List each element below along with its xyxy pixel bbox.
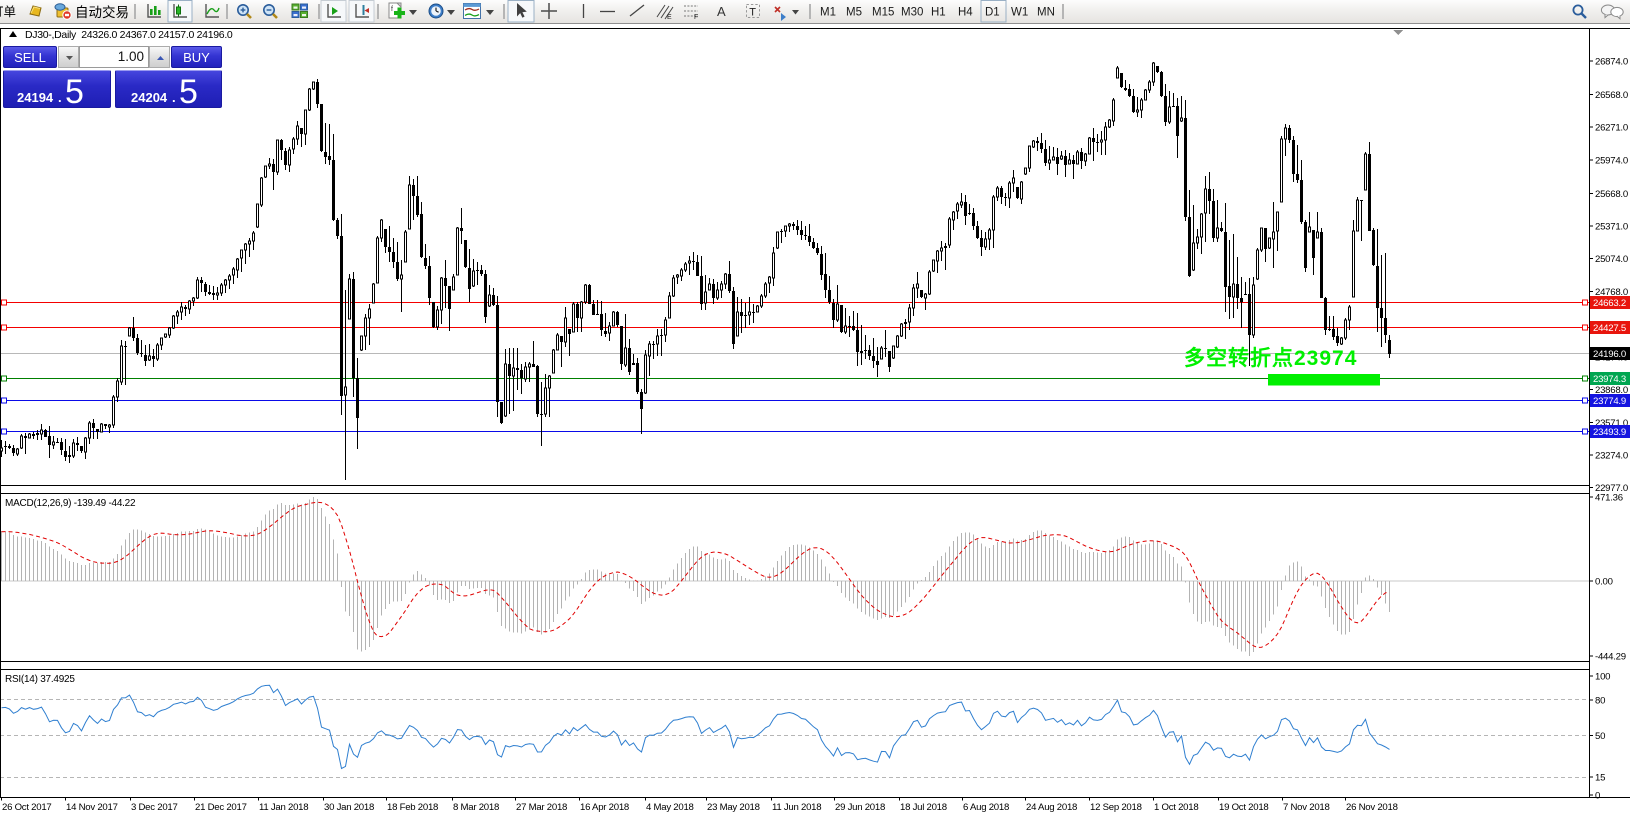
svg-text:7 Nov 2018: 7 Nov 2018 [1283,802,1330,813]
svg-text:26271.0: 26271.0 [1595,123,1628,134]
svg-text:25074.0: 25074.0 [1595,254,1628,265]
svg-text:M1: M1 [820,7,836,19]
svg-text:23 May 2018: 23 May 2018 [707,802,760,813]
svg-text:0.00: 0.00 [1595,577,1613,588]
svg-text:MN: MN [1037,7,1055,19]
svg-text:24196.0: 24196.0 [1593,349,1626,360]
svg-text:19 Oct 2018: 19 Oct 2018 [1219,802,1269,813]
svg-text:24194: 24194 [17,90,54,105]
svg-text:23274.0: 23274.0 [1595,451,1628,462]
svg-text:23774.9: 23774.9 [1593,396,1626,407]
svg-text:3 Dec 2017: 3 Dec 2017 [131,802,178,813]
svg-text:5: 5 [179,73,198,107]
svg-text:多空转折点23974: 多空转折点23974 [1184,346,1357,370]
svg-text:24427.5: 24427.5 [1593,323,1626,334]
svg-text:25974.0: 25974.0 [1595,156,1628,167]
svg-text:22977.0: 22977.0 [1595,483,1628,494]
svg-text:订单: 订单 [0,5,16,19]
svg-text:50: 50 [1595,731,1605,742]
svg-text:A: A [717,4,726,19]
svg-text:1 Oct 2018: 1 Oct 2018 [1154,802,1198,813]
svg-text:24663.2: 24663.2 [1593,298,1626,309]
svg-text:471.36: 471.36 [1595,493,1623,504]
svg-text:24 Aug 2018: 24 Aug 2018 [1026,802,1077,813]
svg-text:5: 5 [65,73,84,107]
svg-text:100: 100 [1595,672,1610,683]
svg-text:30 Jan 2018: 30 Jan 2018 [324,802,374,813]
svg-text:23974.3: 23974.3 [1593,374,1626,385]
svg-text:12 Sep 2018: 12 Sep 2018 [1090,802,1142,813]
svg-text:11 Jan 2018: 11 Jan 2018 [259,802,308,813]
svg-text:24768.0: 24768.0 [1595,287,1628,298]
svg-text:RSI(14) 37.4925: RSI(14) 37.4925 [5,674,75,685]
svg-text:M5: M5 [846,7,862,19]
svg-text:M30: M30 [901,7,923,19]
svg-text:23868.0: 23868.0 [1595,385,1628,396]
svg-text:6 Aug 2018: 6 Aug 2018 [963,802,1009,813]
svg-text:-444.29: -444.29 [1595,652,1626,663]
svg-text:26874.0: 26874.0 [1595,57,1628,68]
svg-text:18 Jul 2018: 18 Jul 2018 [900,802,947,813]
svg-text:F: F [694,14,698,21]
svg-text:26 Nov 2018: 26 Nov 2018 [1346,802,1398,813]
svg-text:27 Mar 2018: 27 Mar 2018 [516,802,567,813]
svg-text:25371.0: 25371.0 [1595,222,1628,233]
svg-text:0: 0 [1595,791,1600,802]
svg-text:23493.9: 23493.9 [1593,427,1626,438]
svg-text:11 Jun 2018: 11 Jun 2018 [772,802,821,813]
svg-text:16 Apr 2018: 16 Apr 2018 [580,802,629,813]
svg-text:H1: H1 [931,7,946,19]
svg-text:23571.0: 23571.0 [1595,418,1628,429]
svg-text:29 Jun 2018: 29 Jun 2018 [835,802,885,813]
svg-text:25668.0: 25668.0 [1595,189,1628,200]
svg-text:26 Oct 2017: 26 Oct 2017 [2,802,52,813]
svg-text:自动交易: 自动交易 [75,4,129,20]
svg-text:H4: H4 [958,7,973,19]
svg-text:E: E [667,14,672,21]
svg-text:21 Dec 2017: 21 Dec 2017 [195,802,247,813]
svg-text:15: 15 [1595,773,1605,784]
svg-text:4 May 2018: 4 May 2018 [646,802,694,813]
svg-text:24204: 24204 [131,90,168,105]
svg-text:T: T [749,7,756,19]
svg-text:MACD(12,26,9) -139.49 -44.22: MACD(12,26,9) -139.49 -44.22 [5,498,136,509]
svg-text:f: f [391,6,393,13]
svg-text:W1: W1 [1011,7,1028,19]
svg-text:8 Mar 2018: 8 Mar 2018 [453,802,499,813]
svg-text:14 Nov 2017: 14 Nov 2017 [66,802,118,813]
svg-text:D1: D1 [985,7,1000,19]
svg-text:26568.0: 26568.0 [1595,90,1628,101]
svg-text:M15: M15 [872,7,894,19]
svg-text:18 Feb 2018: 18 Feb 2018 [387,802,438,813]
svg-text:80: 80 [1595,695,1605,706]
svg-text:.: . [172,90,176,105]
svg-text:DJ30-,Daily 24326.0 24367.0 2: DJ30-,Daily 24326.0 24367.0 24157.0 2419… [25,29,233,41]
svg-text:.: . [58,90,62,105]
